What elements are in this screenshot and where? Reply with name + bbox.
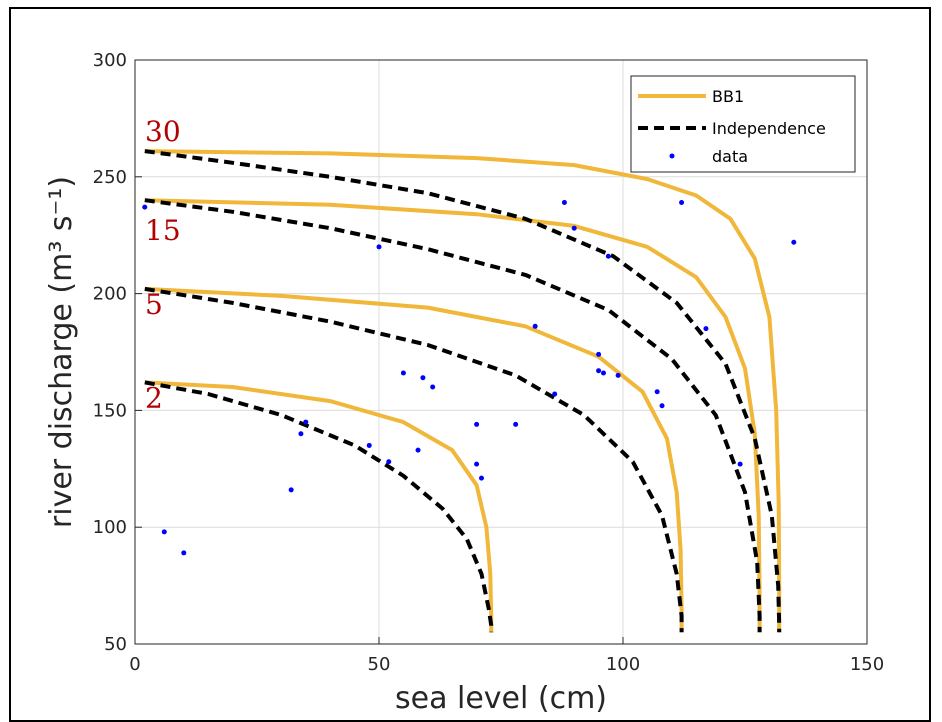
data-point (161, 529, 167, 535)
data-point (298, 431, 304, 437)
data-point (366, 442, 372, 448)
data-point (288, 487, 294, 493)
data-point (420, 375, 426, 381)
independence-curve-4 (144, 149, 782, 633)
y-axis-label: river discharge (m³ s⁻¹) (44, 176, 79, 528)
legend-bb1-label: BB1 (712, 87, 744, 106)
data-point (474, 421, 480, 427)
data-point (659, 403, 665, 409)
data-point (596, 351, 602, 357)
x-tick-label: 50 (368, 654, 391, 675)
data-point (571, 225, 577, 231)
curves (144, 149, 782, 633)
data-point (181, 550, 187, 556)
data-point (400, 370, 406, 376)
legend-independence-label: Independence (712, 119, 826, 138)
data-point (596, 368, 602, 374)
data-point (703, 326, 709, 332)
data-point (513, 421, 519, 427)
x-tick-label: 100 (606, 654, 640, 675)
bb1-curve-3 (144, 198, 762, 633)
legend-box (630, 75, 856, 173)
data-points (142, 199, 797, 556)
plot-border (134, 59, 868, 645)
data-point (532, 323, 538, 329)
data-point (478, 475, 484, 481)
bb1-curve-2 (144, 286, 684, 633)
y-tick-label: 250 (93, 167, 127, 188)
x-tick-label: 150 (850, 654, 884, 675)
independence-curve-1 (144, 380, 494, 633)
independence-curve-2 (144, 286, 684, 633)
y-tick-label: 300 (93, 50, 127, 71)
data-point (600, 370, 606, 376)
return-period-labels: 2 5 15 30 (145, 115, 181, 414)
y-tick-label: 150 (93, 400, 127, 421)
data-point (791, 239, 797, 245)
y-tick-label: 50 (104, 634, 127, 655)
return-period-label-15: 15 (145, 214, 181, 247)
data-point (679, 199, 685, 205)
data-point (654, 389, 660, 395)
data-point (142, 204, 148, 210)
return-period-label-2: 2 (145, 381, 163, 414)
y-tick-label: 200 (93, 284, 127, 305)
data-point (552, 391, 558, 397)
data-point (737, 461, 743, 467)
legend-data-label: data (712, 147, 748, 166)
bb1-curve-1 (144, 380, 494, 633)
independence-curve-3 (144, 198, 762, 633)
y-tick-label: 100 (93, 517, 127, 538)
data-point (415, 447, 421, 453)
data-point (474, 461, 480, 467)
data-point (561, 199, 567, 205)
bb1-curve-4 (144, 149, 782, 633)
x-tick-label: 0 (129, 654, 140, 675)
data-point (605, 253, 611, 259)
return-period-label-5: 5 (145, 288, 163, 321)
x-axis-label: sea level (cm) (395, 681, 607, 716)
return-period-label-30: 30 (145, 115, 181, 148)
data-point (430, 384, 436, 390)
legend: BB1 Independence data (630, 75, 856, 173)
legend-data-marker (669, 153, 675, 159)
data-point (303, 419, 309, 425)
data-point (386, 459, 392, 465)
data-point (376, 244, 382, 250)
data-point (615, 372, 621, 378)
